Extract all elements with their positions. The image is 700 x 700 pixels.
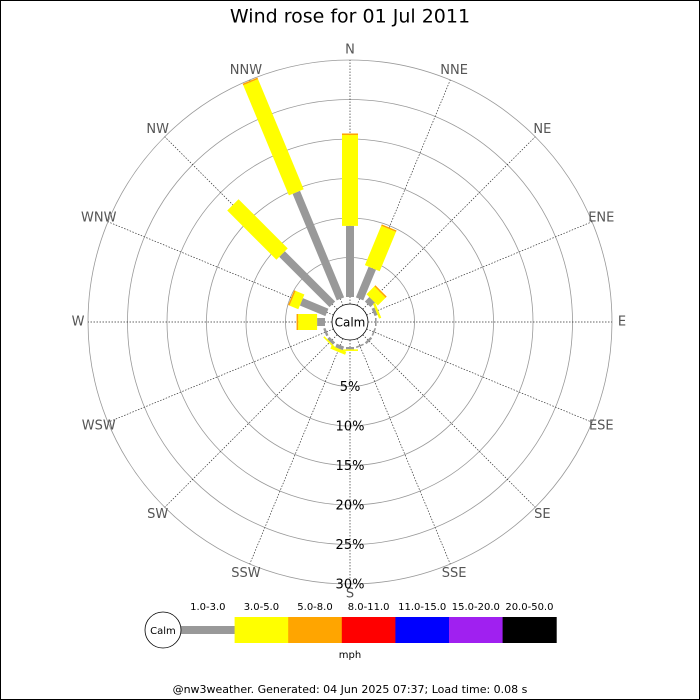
bar-segment [355, 343, 364, 349]
chart-title: Wind rose for 01 Jul 2011 [230, 6, 470, 28]
direction-label: NNW [230, 63, 262, 78]
direction-label: WSW [82, 419, 116, 434]
legend-units: mph [339, 650, 361, 661]
bar-segment [299, 298, 329, 317]
direction-label: S [346, 587, 354, 602]
calm-circle [331, 303, 369, 341]
bar-segment [364, 336, 373, 345]
bar-segment [346, 225, 354, 297]
legend-swatch [395, 617, 450, 643]
legend-label: 15.0-20.0 [452, 602, 500, 613]
direction-bars [288, 290, 329, 317]
bar-segment [372, 302, 382, 319]
bar-segment [335, 343, 345, 351]
direction-label: SSW [231, 566, 261, 581]
bar-segment [317, 318, 325, 326]
legend-swatch [288, 617, 343, 643]
bar-segment [279, 251, 336, 308]
direction-bars [342, 133, 358, 297]
bar-segment [323, 327, 329, 337]
bar-segment [289, 290, 305, 310]
direction-bars [323, 336, 336, 349]
direction-label: WNW [81, 210, 117, 225]
bar-segment [375, 318, 377, 326]
direction-bars [375, 318, 377, 326]
direction-bars [371, 327, 377, 336]
bar-segment [242, 77, 259, 86]
bar-segment [342, 135, 358, 226]
direction-bars [242, 77, 345, 301]
footer: @nw3weather. Generated: 04 Jun 2025 07:3… [173, 683, 528, 696]
r-tick-label: 30% [336, 578, 365, 593]
r-tick-label: 15% [336, 459, 365, 474]
legend-calm-circle [144, 611, 182, 649]
bar-segment [374, 285, 387, 298]
bar-segment [371, 327, 377, 336]
legend-label: 11.0-15.0 [398, 602, 446, 613]
direction-bars [342, 347, 358, 351]
bar-segment [346, 347, 354, 350]
legend-swatch [181, 626, 236, 634]
bar-segment [243, 79, 304, 196]
bar-segment [296, 314, 299, 330]
calm-label: Calm [335, 316, 366, 330]
legend-swatch [449, 617, 504, 643]
r-tick-label: 20% [336, 499, 365, 514]
bar-segment [342, 349, 358, 351]
direction-bars [355, 224, 397, 301]
legend-label: 1.0-3.0 [190, 602, 225, 613]
direction-label: E [618, 315, 626, 330]
legend-swatch [341, 617, 396, 643]
r-tick-label: 10% [336, 420, 365, 435]
bar-segment [364, 225, 396, 272]
bar-segment [292, 190, 345, 301]
direction-label: NNE [440, 63, 468, 78]
legend-label: 20.0-50.0 [505, 602, 553, 613]
direction-label: NE [533, 122, 551, 137]
direction-label: ESE [589, 419, 614, 434]
direction-bars [227, 199, 336, 308]
direction-label: SE [534, 507, 550, 522]
rose [227, 77, 397, 355]
direction-bars [323, 327, 329, 337]
legend-calm-label: Calm [150, 626, 176, 637]
bar-segment [364, 297, 375, 308]
direction-label: N [345, 43, 355, 58]
bar-segment [381, 224, 397, 232]
direction-label: NW [146, 122, 169, 137]
legend-label: 5.0-8.0 [297, 602, 332, 613]
legend-label: 8.0-11.0 [348, 602, 390, 613]
bar-segment [342, 133, 358, 136]
bar-segment [227, 199, 288, 260]
direction-label: W [72, 315, 85, 330]
direction-bars [364, 285, 387, 308]
bar-segment [323, 336, 336, 349]
direction-bars [364, 336, 373, 345]
bar-segment [298, 314, 318, 330]
bar-segment [288, 290, 296, 306]
legend-swatch [502, 617, 557, 643]
direction-label: ENE [588, 210, 614, 225]
direction-label: SW [147, 507, 168, 522]
legend-swatch [234, 617, 289, 643]
r-tick-label: 5% [340, 380, 361, 395]
bar-segment [327, 336, 336, 345]
bar-segment [366, 286, 386, 306]
direction-bars [371, 302, 382, 319]
bar-segment [355, 266, 376, 301]
direction-bars [355, 343, 364, 349]
direction-bars [296, 314, 325, 330]
bar-segment [371, 307, 378, 317]
r-tick-label: 25% [336, 538, 365, 553]
legend-label: 3.0-5.0 [244, 602, 279, 613]
direction-label: SSE [442, 566, 467, 581]
